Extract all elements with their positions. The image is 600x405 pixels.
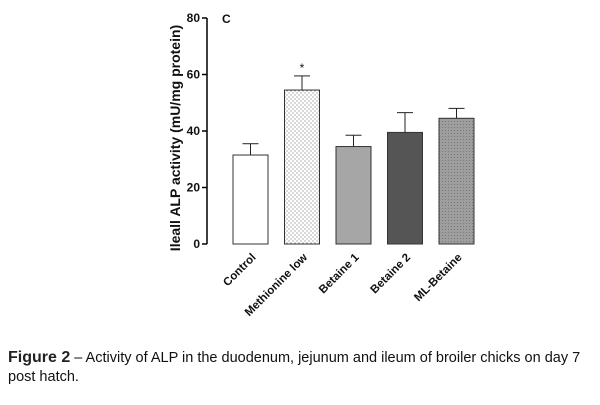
caption-text: – Activity of ALP in the duodenum, jejun… xyxy=(8,350,581,385)
category-label: Betaine 1 xyxy=(317,251,362,296)
y-tick-label: 40 xyxy=(187,124,201,138)
bar-control xyxy=(232,154,269,245)
panel-label: C xyxy=(222,12,231,26)
y-tick-label: 20 xyxy=(187,181,201,195)
figure-caption: Figure 2 – Activity of ALP in the duoden… xyxy=(8,348,598,387)
category-label: ML-Betaine xyxy=(412,252,464,304)
significance-marker: * xyxy=(300,61,305,75)
y-tick-label: 80 xyxy=(187,11,201,25)
bar-betaine-1 xyxy=(335,146,372,245)
y-axis-label: Ileall ALP activity (mU/mg protein) xyxy=(167,25,183,251)
category-label: Control xyxy=(221,252,258,289)
bar-ml-betaine xyxy=(438,117,475,245)
y-tick-label: 0 xyxy=(193,237,200,251)
bar-chart: Ileall ALP activity (mU/mg protein) C 0 2… xyxy=(167,11,475,319)
caption-label: Figure 2 xyxy=(8,349,71,366)
axes: 0 20 40 60 80 xyxy=(187,11,208,251)
category-label: Betaine 2 xyxy=(368,252,413,297)
y-tick-label: 60 xyxy=(187,68,201,82)
bar-methionine-low xyxy=(284,89,320,245)
bars: * xyxy=(232,61,475,245)
bar-betaine-2 xyxy=(387,131,423,245)
